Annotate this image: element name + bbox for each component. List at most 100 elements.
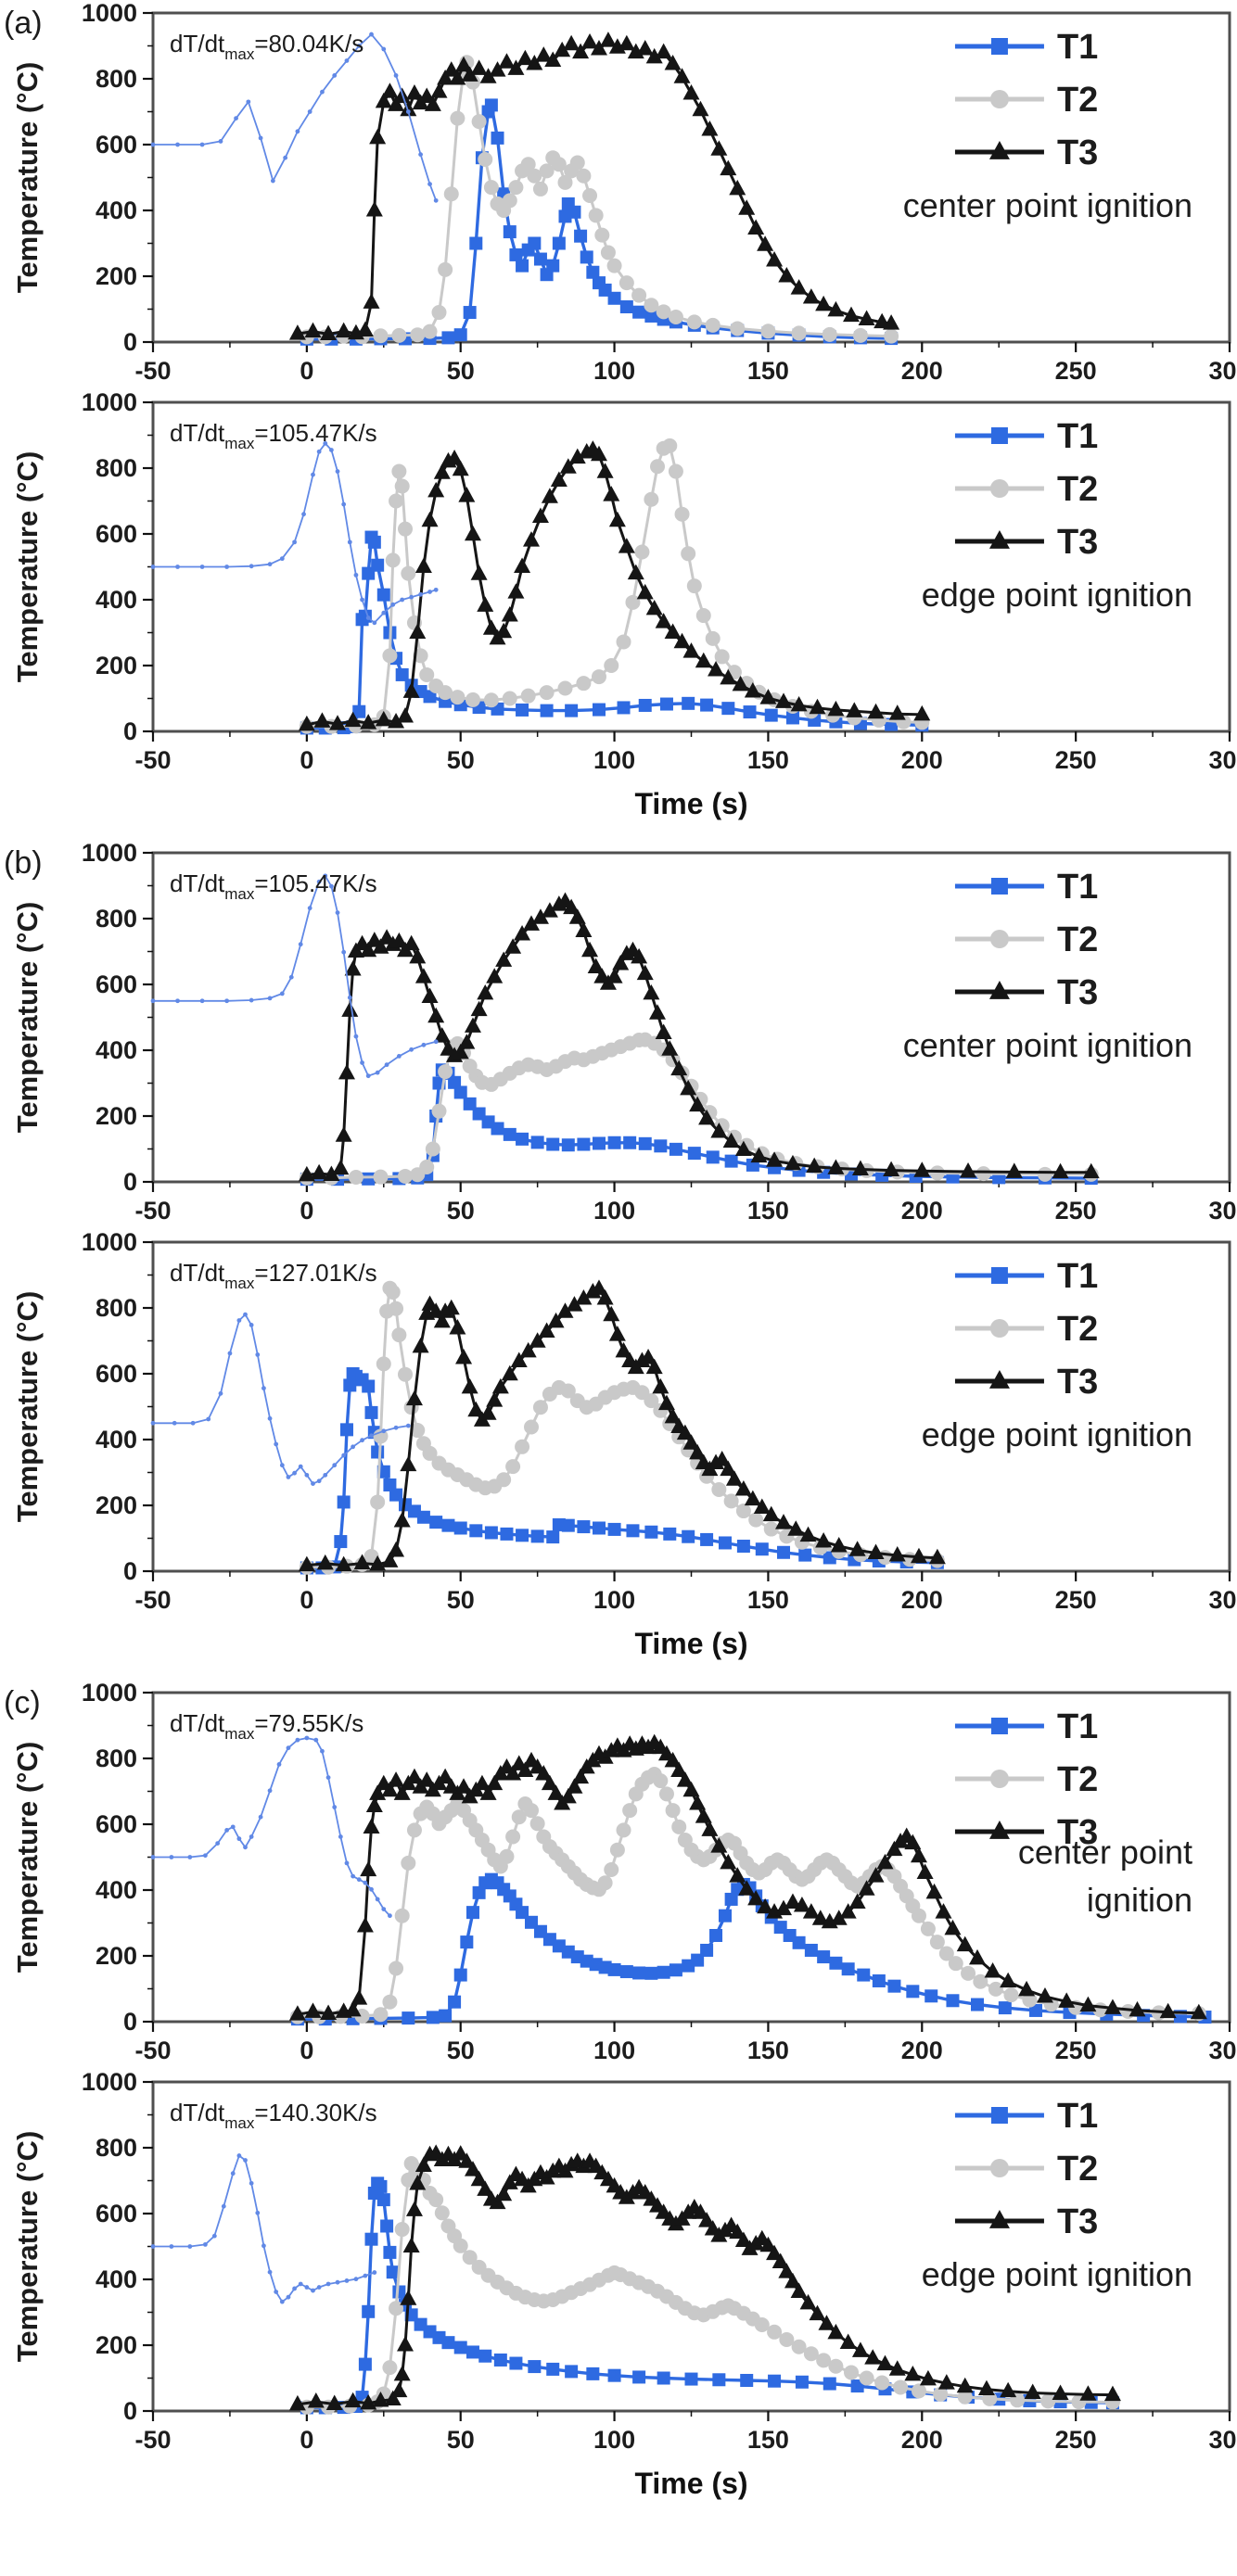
dot-marker [236, 2153, 242, 2158]
triangle-marker [1079, 1996, 1097, 2012]
triangle-marker [729, 2223, 746, 2240]
dot-marker [218, 1390, 223, 1396]
triangle-marker [883, 314, 900, 330]
dot-marker [360, 1060, 364, 1065]
y-tick-label: 400 [96, 2265, 137, 2293]
x-tick-label: 300 [1208, 357, 1237, 385]
series-dT/dt trace-markers [150, 1735, 392, 1919]
circle-marker [410, 327, 426, 343]
circle-marker [634, 544, 650, 560]
triangle-marker [372, 2391, 389, 2407]
square-marker [644, 309, 658, 323]
y-tick-label: 0 [123, 328, 137, 356]
triangle-marker [827, 2323, 845, 2340]
triangle-marker [618, 34, 635, 51]
circle-marker [576, 168, 592, 184]
circle-marker [681, 546, 696, 562]
circle-marker [616, 634, 631, 650]
triangle-marker [507, 59, 525, 75]
circle-marker [524, 1419, 540, 1435]
square-marker [441, 1518, 455, 1532]
triangle-marker [479, 1404, 497, 1420]
dot-marker [316, 879, 322, 884]
dot-marker [323, 440, 328, 446]
circle-marker [591, 669, 606, 685]
square-marker [1029, 2003, 1043, 2017]
circle-marker [604, 658, 619, 673]
triangle-marker [734, 1479, 752, 1496]
triangle-marker [729, 179, 746, 196]
square-marker [371, 1445, 385, 1459]
x-tick-label: 250 [1055, 1197, 1097, 1225]
dot-marker [230, 2171, 236, 2176]
panel-a: (a) -50050100150200250300020040060080010… [0, 4, 1237, 829]
dot-marker [224, 565, 230, 569]
legend-label: T1 [1057, 417, 1098, 456]
panel-label-c: (c) [4, 1685, 41, 1720]
dot-marker [267, 996, 273, 1001]
y-tick-label: 800 [96, 2134, 137, 2162]
dot-marker [243, 1845, 248, 1850]
triangle-marker [541, 488, 558, 503]
dot-marker [375, 1070, 380, 1075]
square-marker [712, 2373, 726, 2387]
triangle-marker [507, 583, 525, 599]
y-tick-label: 1000 [82, 844, 137, 867]
dot-marker [295, 129, 300, 134]
triangle-marker [692, 100, 709, 117]
triangle-marker [390, 2381, 408, 2398]
square-marker [577, 1520, 591, 1534]
dot-marker [249, 1323, 254, 1327]
triangle-marker [369, 128, 387, 145]
circle-marker [893, 2379, 909, 2395]
triangle-marker [977, 2379, 995, 2396]
triangle-marker [1159, 2002, 1177, 2019]
legend-item-T1: T1 [954, 2097, 1098, 2136]
dot-marker [224, 1827, 230, 1833]
x-tick-label: 50 [447, 357, 475, 385]
triangle-marker [360, 714, 377, 730]
square-marker [657, 1965, 670, 1979]
subplot-a-top-chart: -5005010015020025030002004006008001000Te… [11, 4, 1237, 385]
dot-marker [427, 590, 432, 594]
square-marker [663, 1527, 677, 1541]
square-marker [352, 704, 366, 718]
triangle-marker [369, 1554, 387, 1571]
dot-marker [311, 2288, 315, 2293]
triangle-marker [1129, 2000, 1146, 2017]
x-tick-label: 0 [300, 1586, 313, 1614]
series-T1-line [305, 103, 893, 341]
dot-marker [341, 949, 347, 955]
triangle-marker [344, 960, 362, 976]
triangle-marker [670, 1761, 688, 1777]
triangle-marker [307, 2392, 325, 2408]
square-marker [850, 2379, 864, 2393]
triangle-marker [615, 1341, 632, 1358]
triangle-marker [405, 83, 423, 100]
dot-marker [409, 1047, 414, 1052]
circle-marker [803, 2346, 819, 2362]
triangle-marker [806, 1157, 823, 1174]
square-marker [358, 2357, 372, 2371]
triangle-marker [618, 538, 635, 553]
x-tick-label: 250 [1055, 2037, 1097, 2064]
circle-marker [450, 110, 465, 126]
circle-marker [515, 1439, 530, 1454]
series-T3-markers [298, 440, 931, 731]
triangle-marker [504, 1765, 522, 1781]
triangle-marker [381, 1552, 399, 1567]
x-tick-label: 0 [300, 1197, 313, 1225]
triangle-marker [298, 1555, 315, 1572]
square-marker [785, 711, 799, 725]
triangle-marker [809, 2304, 826, 2321]
triangle-marker [988, 2210, 1010, 2228]
x-tick-label: 250 [1055, 746, 1097, 774]
circle-marker [816, 2353, 832, 2368]
legend-item-T2: T2 [954, 1760, 1098, 1799]
condition-label: center point ignition [903, 186, 1192, 224]
triangle-marker [790, 695, 808, 712]
dot-marker [150, 142, 156, 147]
triangle-marker [766, 2244, 784, 2261]
triangle-marker [581, 941, 599, 958]
triangle-marker [563, 34, 580, 51]
